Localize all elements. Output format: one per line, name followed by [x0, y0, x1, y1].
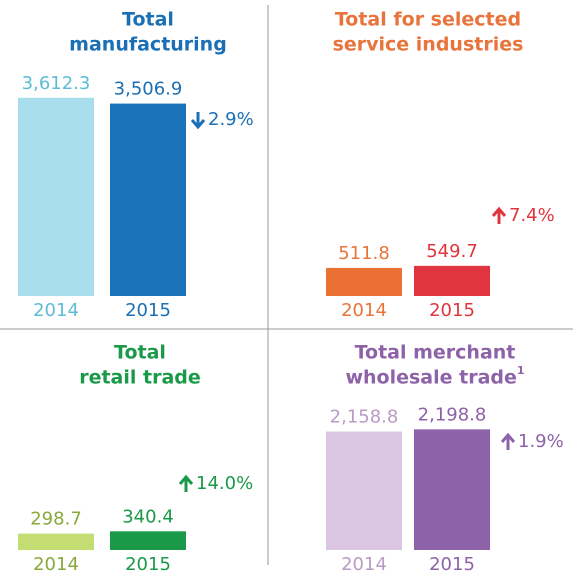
arrow-icon: [178, 474, 194, 492]
arrow-icon: [190, 112, 206, 130]
x-tick-label: 2015: [125, 554, 171, 573]
value-label: 3,612.3: [22, 73, 91, 94]
chart-title: service industries: [333, 34, 524, 56]
value-label: 549.7: [426, 241, 478, 262]
footnote: 1: [517, 364, 525, 377]
chart-title: Total for selected: [335, 9, 521, 31]
chart-title: Total: [122, 9, 174, 31]
value-label: 298.7: [30, 509, 82, 530]
chart-title: manufacturing: [69, 34, 227, 56]
x-tick-label: 2015: [125, 300, 171, 321]
annotation: 1.9%: [518, 431, 564, 452]
bar: [326, 267, 402, 296]
annotation: 2.9%: [208, 109, 254, 130]
annotation: 14.0%: [196, 473, 253, 494]
bar: [414, 265, 490, 296]
bar: [326, 431, 402, 550]
chart-title: Total: [114, 342, 166, 364]
bar: [110, 531, 186, 550]
bar: [414, 429, 490, 550]
x-tick-label: 2015: [429, 300, 475, 321]
x-tick-label: 2014: [341, 300, 387, 321]
chart-title: retail trade: [79, 367, 201, 389]
value-label: 340.4: [122, 506, 174, 527]
x-tick-label: 2014: [33, 554, 79, 573]
arrow-icon: [500, 432, 516, 450]
chart-title: Total merchant: [355, 342, 516, 364]
chart-title: wholesale trade1: [345, 364, 524, 389]
x-tick-label: 2014: [341, 554, 387, 573]
value-label: 2,158.8: [330, 407, 399, 428]
annotation: 7.4%: [509, 205, 555, 226]
value-label: 2,198.8: [418, 404, 487, 425]
arrow-icon: [491, 206, 507, 224]
x-tick-label: 2014: [33, 300, 79, 321]
value-label: 3,506.9: [114, 79, 183, 100]
bar: [18, 533, 94, 550]
bar: [18, 97, 94, 296]
x-tick-label: 2015: [429, 554, 475, 573]
bar: [110, 103, 186, 296]
value-label: 511.8: [338, 243, 390, 264]
